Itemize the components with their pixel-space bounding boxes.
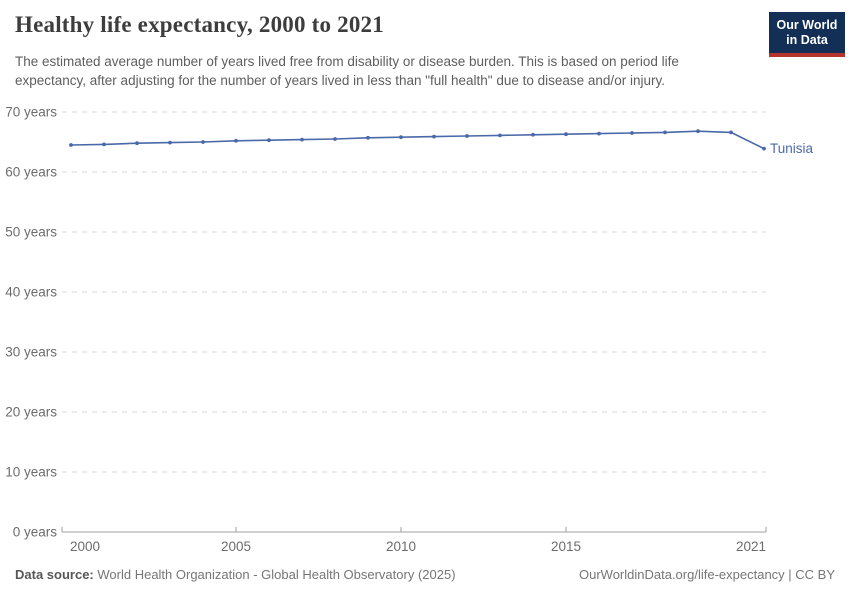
data-point-2016 bbox=[597, 131, 601, 136]
data-point-2009 bbox=[366, 135, 370, 140]
x-tick-label-2005: 2005 bbox=[221, 539, 251, 554]
y-tick-label-50: 50 years bbox=[5, 225, 57, 240]
y-tick-label-60: 60 years bbox=[5, 165, 57, 180]
owid-logo-line1: Our World bbox=[776, 18, 838, 32]
x-tick-label-2021: 2021 bbox=[736, 539, 766, 554]
page-title: Healthy life expectancy, 2000 to 2021 bbox=[15, 12, 384, 37]
data-point-2019 bbox=[696, 129, 700, 134]
data-point-2010 bbox=[399, 135, 403, 140]
entity-label-tunisia: Tunisia bbox=[770, 141, 814, 156]
data-point-2003 bbox=[168, 140, 172, 145]
data-point-2002 bbox=[135, 141, 139, 146]
y-tick-label-30: 30 years bbox=[5, 345, 57, 360]
y-tick-label-40: 40 years bbox=[5, 285, 57, 300]
chart-subtitle: The estimated average number of years li… bbox=[15, 52, 679, 90]
data-point-2011 bbox=[432, 134, 436, 139]
y-tick-label-70: 70 years bbox=[5, 105, 57, 120]
subtitle-line-2: expectancy, after adjusting for the numb… bbox=[15, 73, 665, 88]
data-point-2015 bbox=[564, 132, 568, 137]
data-point-2005 bbox=[234, 138, 238, 143]
y-tick-label-10: 10 years bbox=[5, 465, 57, 480]
data-point-2006 bbox=[267, 138, 271, 143]
data-point-2012 bbox=[465, 134, 469, 138]
data-point-2014 bbox=[531, 132, 535, 137]
data-point-2018 bbox=[663, 130, 667, 135]
data-point-2020 bbox=[729, 130, 733, 135]
x-tick-label-2000: 2000 bbox=[70, 539, 100, 554]
x-tick-label-2010: 2010 bbox=[386, 539, 416, 554]
data-point-2001 bbox=[102, 142, 106, 147]
credit-link[interactable]: OurWorldinData.org/life-expectancy | CC … bbox=[578, 567, 835, 582]
x-tick-label-2015: 2015 bbox=[551, 539, 581, 554]
data-point-2007 bbox=[300, 137, 304, 142]
data-point-2021 bbox=[762, 146, 766, 151]
chart-footer: Data source: World Health Organization -… bbox=[15, 567, 835, 582]
owid-logo-line2: in Data bbox=[786, 33, 828, 47]
owid-logo[interactable]: Our World in Data bbox=[769, 12, 845, 57]
data-source-label: Data source: bbox=[15, 567, 94, 582]
data-point-2013 bbox=[498, 133, 502, 138]
subtitle-line-1: The estimated average number of years li… bbox=[15, 54, 679, 69]
data-point-2008 bbox=[333, 137, 337, 141]
y-tick-label-0: 0 years bbox=[13, 525, 58, 540]
data-point-2000 bbox=[69, 143, 73, 147]
data-source: Data source: World Health Organization -… bbox=[15, 567, 456, 582]
y-tick-label-20: 20 years bbox=[5, 405, 57, 420]
data-point-2004 bbox=[201, 140, 205, 144]
series-line-tunisia bbox=[70, 130, 765, 150]
data-point-2017 bbox=[630, 131, 634, 135]
data-source-value: World Health Organization - Global Healt… bbox=[97, 567, 456, 582]
